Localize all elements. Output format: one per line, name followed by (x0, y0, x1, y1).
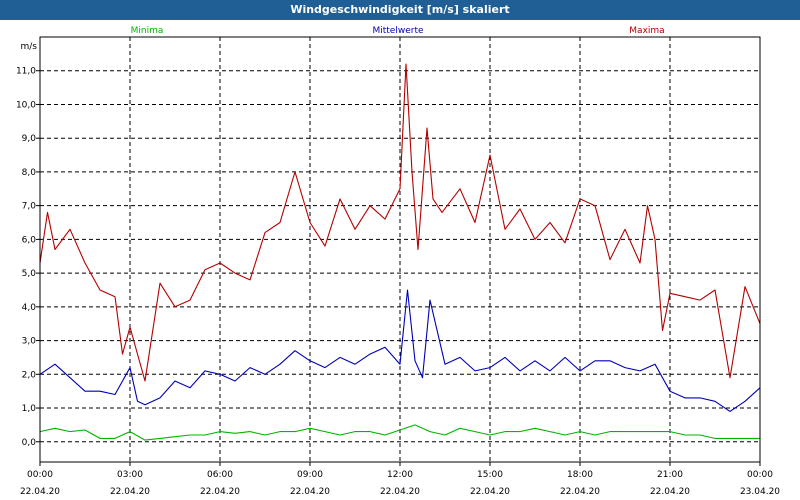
x-tick-date: 22.04.20 (560, 487, 600, 497)
y-axis-label: m/s (21, 42, 38, 52)
x-tick-date: 22.04.20 (110, 487, 150, 497)
x-tick-date: 22.04.20 (470, 487, 510, 497)
x-tick-time: 00:00 (747, 470, 773, 480)
x-tick-time: 03:00 (117, 470, 143, 480)
x-tick-time: 18:00 (567, 470, 593, 480)
y-tick-label: 11,0 (16, 67, 36, 77)
y-tick-label: 6,0 (22, 235, 37, 245)
legend-mittelwerte: Mittelwerte (372, 26, 423, 36)
chart-title: Windgeschwindigkeit [m/s] skaliert (0, 0, 800, 20)
y-tick-label: 4,0 (22, 303, 37, 313)
y-tick-label: 0,0 (22, 438, 37, 448)
y-tick-label: 1,0 (22, 404, 37, 414)
y-tick-label: 10,0 (16, 100, 36, 110)
legend-minima: Minima (131, 26, 164, 36)
x-tick-date: 22.04.20 (290, 487, 330, 497)
x-tick-date: 22.04.20 (650, 487, 690, 497)
x-tick-date: 22.04.20 (380, 487, 420, 497)
legend-maxima: Maxima (629, 26, 664, 36)
x-tick-time: 09:00 (297, 470, 323, 480)
x-tick-date: 23.04.20 (740, 487, 780, 497)
x-tick-time: 12:00 (387, 470, 413, 480)
y-tick-label: 3,0 (22, 337, 37, 347)
y-tick-label: 5,0 (22, 269, 37, 279)
x-tick-date: 22.04.20 (200, 487, 240, 497)
y-tick-label: 7,0 (22, 202, 37, 212)
x-tick-date: 22.04.20 (20, 487, 60, 497)
x-tick-time: 06:00 (207, 470, 233, 480)
x-tick-time: 21:00 (657, 470, 683, 480)
plot-frame (39, 36, 761, 463)
y-tick-label: 2,0 (22, 370, 37, 380)
x-tick-time: 00:00 (27, 470, 53, 480)
y-tick-label: 9,0 (22, 134, 37, 144)
x-tick-time: 15:00 (477, 470, 503, 480)
series-line-maxima (39, 63, 761, 382)
chart-area: 0,0 1,0 2,0 3,0 4,0 5,0 6,0 7,0 8,0 9,0 10,0 11,0 00… (16, 26, 780, 497)
series-line-mittelwerte (39, 289, 761, 412)
y-tick-label: 8,0 (22, 168, 37, 178)
series-line-minima (39, 424, 760, 441)
